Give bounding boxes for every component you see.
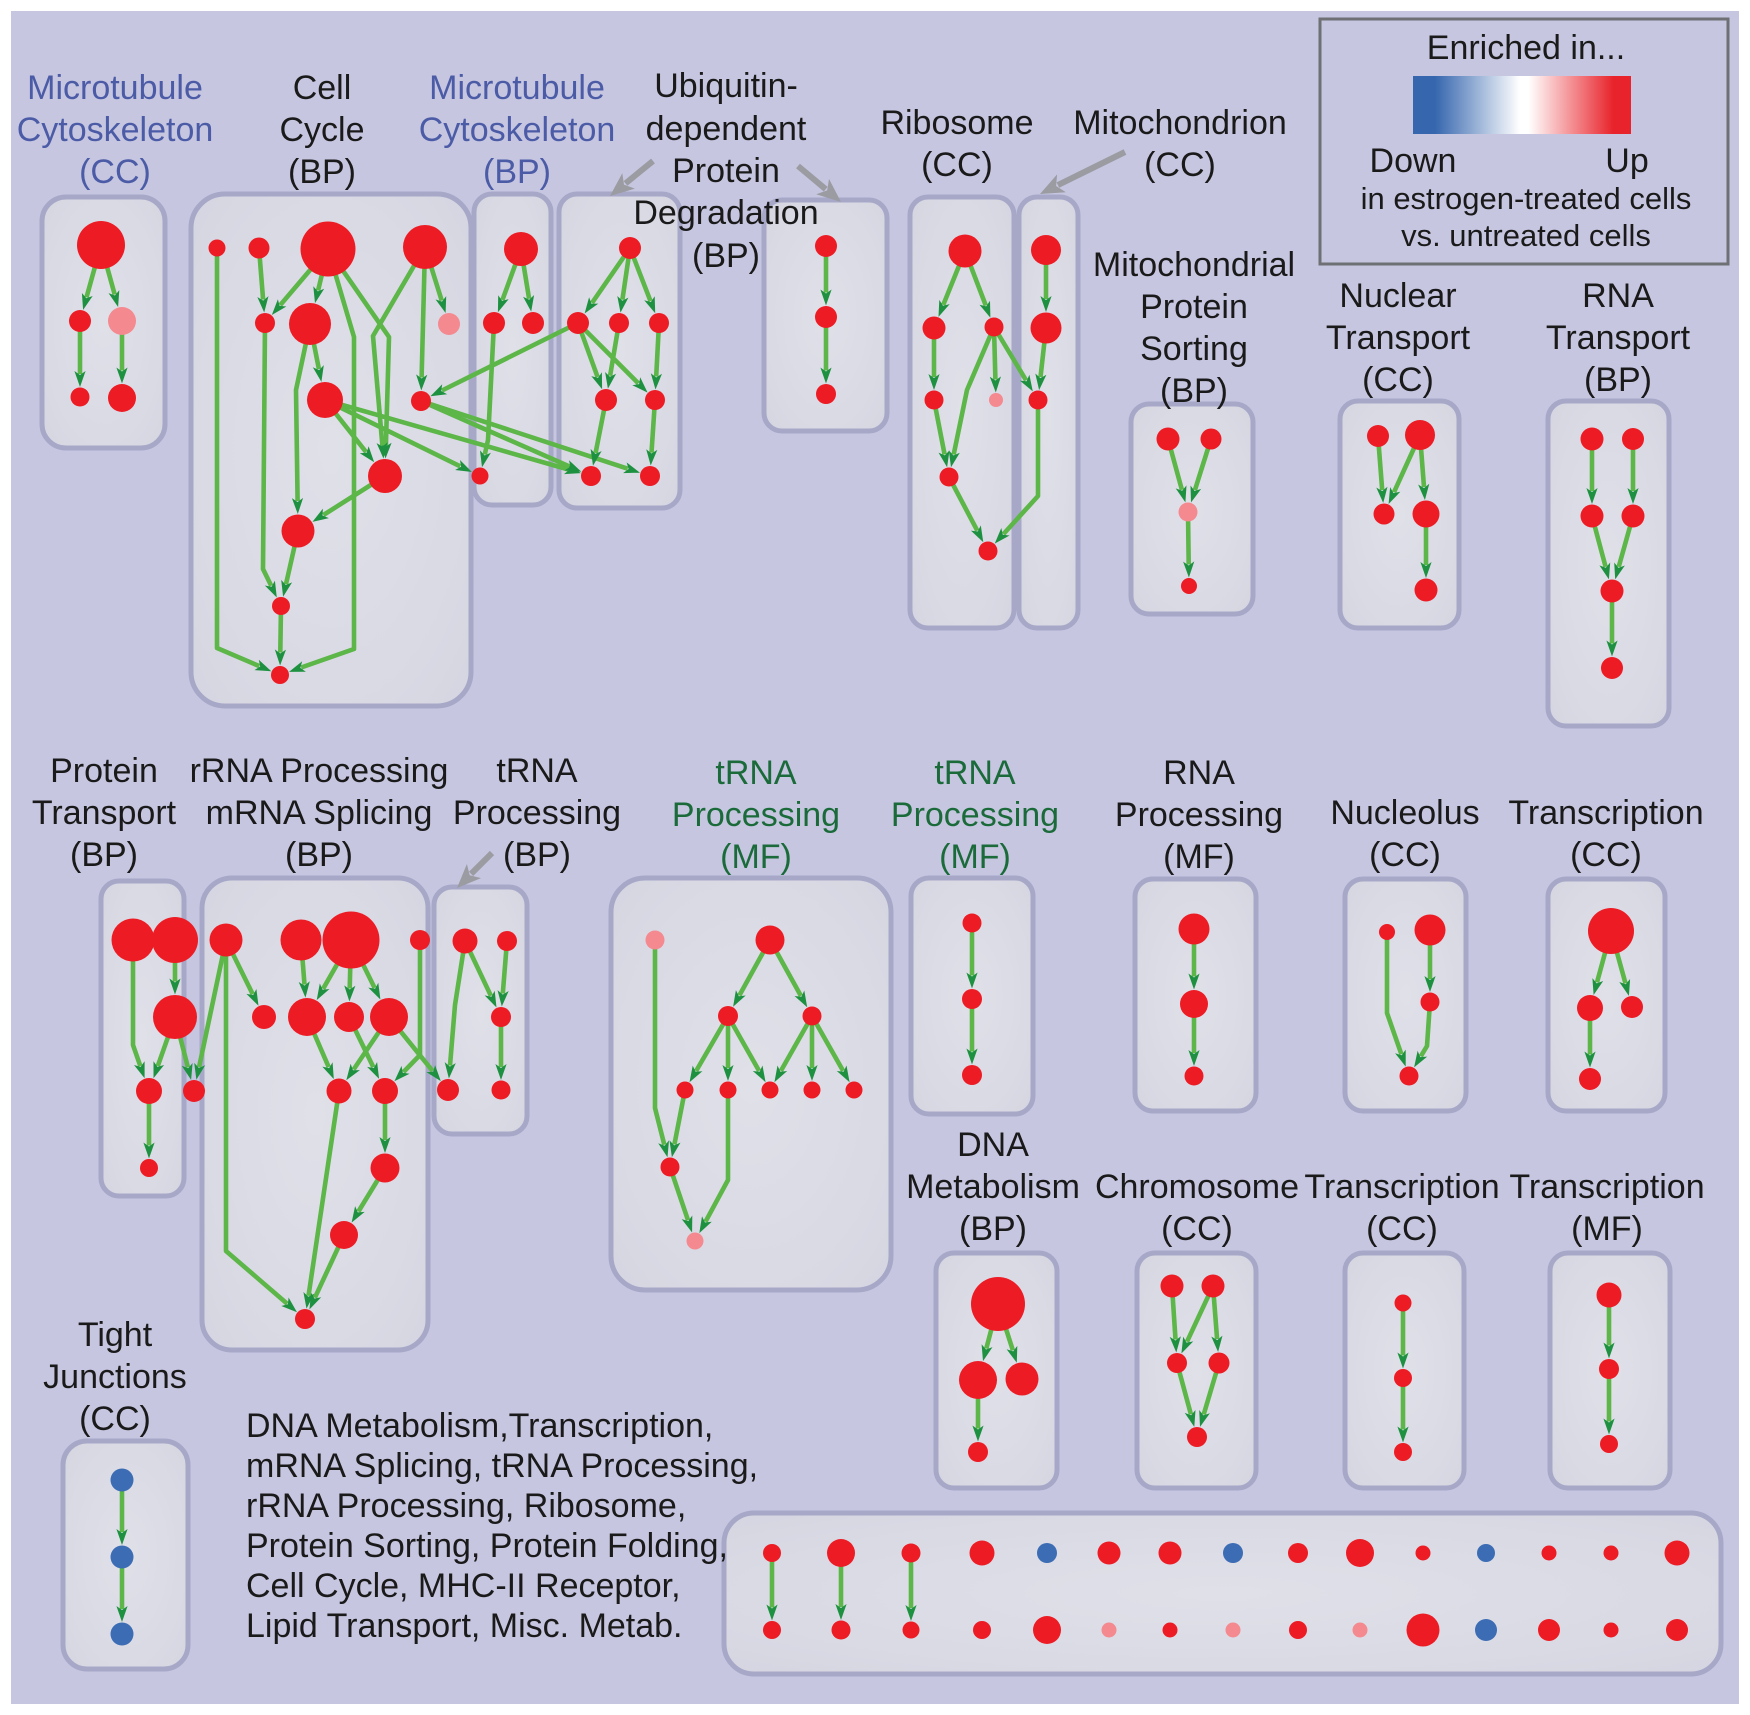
svg-text:Nuclear: Nuclear — [1339, 277, 1456, 315]
svg-text:tRNA: tRNA — [715, 754, 797, 792]
svg-text:(CC): (CC) — [79, 153, 151, 191]
svg-text:(BP): (BP) — [1584, 361, 1652, 399]
svg-text:Mitochondrial: Mitochondrial — [1093, 246, 1295, 284]
svg-text:Transcription: Transcription — [1304, 1168, 1499, 1206]
svg-text:in estrogen-treated cells: in estrogen-treated cells — [1361, 181, 1692, 216]
svg-text:(BP): (BP) — [692, 237, 760, 275]
svg-text:(BP): (BP) — [70, 836, 138, 874]
svg-text:(CC): (CC) — [1369, 836, 1441, 874]
svg-text:Protein: Protein — [1140, 288, 1248, 326]
svg-text:Processing: Processing — [1115, 796, 1283, 834]
svg-text:Cytoskeleton: Cytoskeleton — [17, 111, 214, 149]
svg-text:(BP): (BP) — [483, 153, 551, 191]
svg-text:RNA: RNA — [1163, 754, 1235, 792]
svg-text:mRNA Splicing, tRNA Processing: mRNA Splicing, tRNA Processing, — [246, 1447, 758, 1485]
svg-text:Ubiquitin-: Ubiquitin- — [654, 67, 798, 105]
svg-text:RNA: RNA — [1582, 277, 1654, 315]
svg-text:(CC): (CC) — [1144, 146, 1216, 184]
svg-text:(CC): (CC) — [79, 1400, 151, 1438]
svg-text:Degradation: Degradation — [633, 194, 818, 232]
svg-text:Cytoskeleton: Cytoskeleton — [419, 111, 616, 149]
svg-text:Protein: Protein — [50, 752, 158, 790]
svg-text:(MF): (MF) — [1163, 838, 1235, 876]
svg-text:Tight: Tight — [78, 1316, 153, 1354]
svg-text:Transcription: Transcription — [1508, 794, 1703, 832]
svg-text:dependent: dependent — [646, 110, 807, 148]
svg-text:(BP): (BP) — [959, 1210, 1027, 1248]
svg-text:vs. untreated cells: vs. untreated cells — [1401, 218, 1651, 253]
svg-text:Metabolism: Metabolism — [906, 1168, 1080, 1206]
svg-text:tRNA: tRNA — [934, 754, 1016, 792]
svg-text:Processing: Processing — [453, 794, 621, 832]
svg-text:mRNA Splicing: mRNA Splicing — [206, 794, 433, 832]
svg-text:DNA Metabolism,Transcription,: DNA Metabolism,Transcription, — [246, 1407, 713, 1445]
svg-text:Transport: Transport — [1326, 319, 1471, 357]
svg-text:Nucleolus: Nucleolus — [1330, 794, 1479, 832]
svg-text:Junctions: Junctions — [43, 1358, 187, 1396]
svg-text:Lipid Transport, Misc. Metab.: Lipid Transport, Misc. Metab. — [246, 1607, 683, 1645]
svg-text:Microtubule: Microtubule — [27, 69, 203, 107]
svg-text:Cycle: Cycle — [279, 111, 364, 149]
svg-text:Up: Up — [1605, 142, 1648, 180]
svg-text:(MF): (MF) — [939, 838, 1011, 876]
svg-text:Down: Down — [1370, 142, 1457, 180]
svg-text:(MF): (MF) — [720, 838, 792, 876]
svg-text:rRNA Processing: rRNA Processing — [190, 752, 449, 790]
svg-text:(CC): (CC) — [921, 146, 993, 184]
svg-text:Cell Cycle, MHC-II Receptor,: Cell Cycle, MHC-II Receptor, — [246, 1567, 681, 1605]
svg-text:DNA: DNA — [957, 1126, 1029, 1164]
svg-text:Chromosome: Chromosome — [1095, 1168, 1299, 1206]
svg-text:(CC): (CC) — [1570, 836, 1642, 874]
svg-text:Processing: Processing — [672, 796, 840, 834]
svg-text:rRNA Processing, Ribosome,: rRNA Processing, Ribosome, — [246, 1487, 686, 1525]
svg-text:(CC): (CC) — [1161, 1210, 1233, 1248]
svg-text:Transport: Transport — [1546, 319, 1691, 357]
svg-text:(BP): (BP) — [503, 836, 571, 874]
svg-text:tRNA: tRNA — [496, 752, 578, 790]
svg-text:Processing: Processing — [891, 796, 1059, 834]
svg-text:Protein Sorting, Protein Foldi: Protein Sorting, Protein Folding, — [246, 1527, 728, 1565]
svg-text:(BP): (BP) — [285, 836, 353, 874]
svg-text:Enriched in...: Enriched in... — [1427, 29, 1625, 67]
svg-text:Sorting: Sorting — [1140, 330, 1248, 368]
svg-text:(BP): (BP) — [1160, 372, 1228, 410]
svg-text:(CC): (CC) — [1362, 361, 1434, 399]
svg-text:Microtubule: Microtubule — [429, 69, 605, 107]
svg-text:(BP): (BP) — [288, 153, 356, 191]
svg-text:Cell: Cell — [293, 69, 352, 107]
svg-text:Mitochondrion: Mitochondrion — [1073, 104, 1287, 142]
svg-text:(CC): (CC) — [1366, 1210, 1438, 1248]
svg-text:Transcription: Transcription — [1509, 1168, 1704, 1206]
svg-text:Transport: Transport — [32, 794, 177, 832]
svg-text:Ribosome: Ribosome — [880, 104, 1033, 142]
svg-text:(MF): (MF) — [1571, 1210, 1643, 1248]
svg-text:Protein: Protein — [672, 152, 780, 190]
